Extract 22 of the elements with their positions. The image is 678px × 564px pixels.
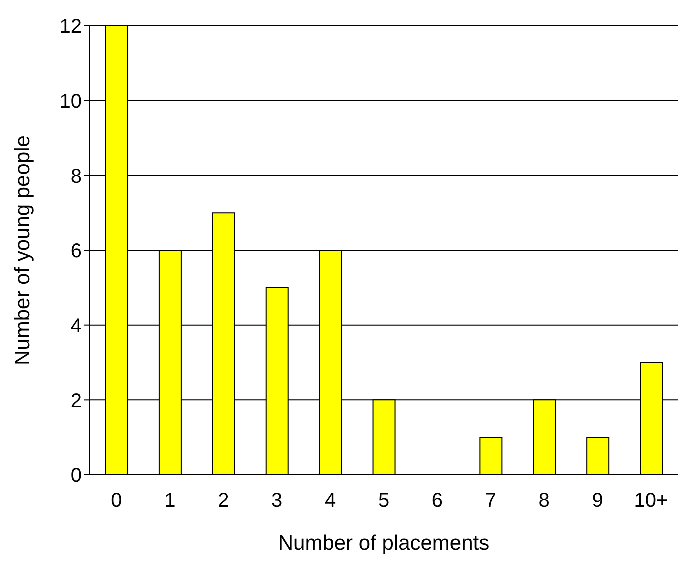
x-tick-label: 7 [485, 490, 496, 512]
y-axis-title: Number of young people [11, 136, 34, 366]
x-tick-label: 8 [538, 490, 550, 512]
x-tick-label: 4 [324, 490, 336, 512]
y-tick-label: 4 [70, 315, 82, 338]
x-tick-label: 6 [432, 490, 444, 512]
x-axis-title: Number of placements [278, 532, 490, 555]
x-tick-label: 1 [164, 490, 176, 512]
y-tick-label: 10 [60, 90, 82, 113]
x-tick-label: 9 [592, 490, 604, 512]
bar [480, 437, 503, 475]
y-tick-label: 2 [70, 390, 82, 412]
x-tick-label: 5 [378, 490, 390, 512]
y-tick-label: 6 [70, 240, 82, 263]
x-tick-label: 3 [272, 490, 283, 512]
y-tick-label: 12 [60, 16, 82, 38]
x-tick-label: 2 [218, 490, 230, 512]
bar [586, 437, 610, 475]
x-tick-label: 0 [111, 490, 122, 512]
y-tick-label: 0 [70, 465, 82, 488]
y-tick-label: 8 [70, 166, 82, 188]
x-tick-label: 10+ [634, 490, 668, 512]
